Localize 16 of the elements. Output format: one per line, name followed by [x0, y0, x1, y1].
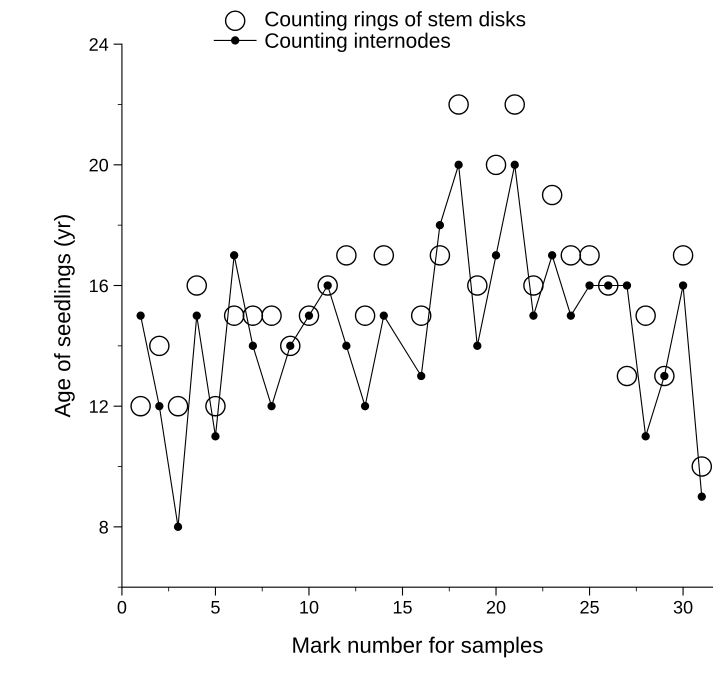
- x-tick-label: 25: [580, 600, 599, 614]
- x-tick-label: 15: [394, 601, 412, 614]
- y-tick-label: 8: [99, 520, 108, 534]
- legend-label: Counting internodes: [265, 32, 450, 52]
- y-tick-label: 16: [90, 279, 108, 292]
- x-tick-label: 30: [674, 600, 692, 614]
- y-axis-title: Age of seedlings (yr): [54, 215, 75, 418]
- x-axis-title: Mark number for samples: [293, 636, 543, 658]
- x-tick-label: 10: [300, 600, 318, 614]
- y-tick-label: 24: [90, 38, 108, 51]
- y-tick-label: 12: [90, 400, 108, 413]
- x-tick-label: 0: [118, 600, 126, 614]
- x-tick-label: 20: [486, 600, 506, 614]
- x-tick-label: 5: [211, 601, 220, 614]
- legend-label: Counting rings of stem disks: [265, 11, 526, 31]
- y-tick-label: 20: [90, 158, 108, 172]
